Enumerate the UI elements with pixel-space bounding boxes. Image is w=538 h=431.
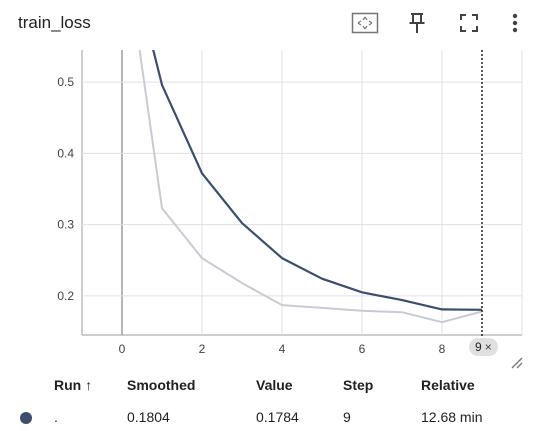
pin-icon xyxy=(409,13,425,33)
loss-chart[interactable]: 0 2 4 6 8 0.2 0.3 0.4 0.5 xyxy=(0,40,538,360)
x-tick-label: 6 xyxy=(359,342,366,356)
legend-swatch-cell xyxy=(20,406,54,428)
legend-header-value[interactable]: Value xyxy=(256,377,293,393)
pin-button[interactable] xyxy=(402,8,432,38)
card-title: train_loss xyxy=(18,13,91,32)
fullscreen-icon xyxy=(460,14,478,32)
more-vert-icon xyxy=(512,13,518,33)
legend-table: Run ↑ Smoothed Value Step Relative . 0.1… xyxy=(20,374,531,428)
chart-axes: 0 2 4 6 8 0.2 0.3 0.4 0.5 xyxy=(57,75,445,356)
legend-header-step[interactable]: Step xyxy=(343,377,374,393)
raw-series-line xyxy=(138,50,483,324)
smoothed-series-line xyxy=(152,50,483,311)
legend-header-run-label: Run xyxy=(54,377,82,393)
y-tick-label: 0.2 xyxy=(57,289,74,303)
legend-relative-time: 12.68 min xyxy=(421,409,483,425)
y-tick-label: 0.4 xyxy=(57,146,74,160)
legend-step-value: 9 xyxy=(343,409,351,425)
legend-header-relative[interactable]: Relative xyxy=(421,377,475,393)
legend-header-swatch xyxy=(20,374,54,406)
y-tick-label: 0.5 xyxy=(57,75,74,89)
step-badge-value: 9 xyxy=(475,340,482,354)
fit-domain-button[interactable] xyxy=(350,8,380,38)
legend-row: . 0.1804 0.1784 9 12.68 min xyxy=(20,406,531,428)
run-color-dot xyxy=(20,412,32,425)
fit-domain-icon xyxy=(351,12,379,34)
x-tick-label: 8 xyxy=(439,342,446,356)
legend-smoothed-value: 0.1804 xyxy=(127,409,170,425)
legend-header-row: Run ↑ Smoothed Value Step Relative xyxy=(20,374,531,406)
legend-run-name: . xyxy=(54,409,58,425)
y-tick-label: 0.3 xyxy=(57,218,74,232)
chart-grid xyxy=(81,50,523,336)
legend-header-smoothed[interactable]: Smoothed xyxy=(127,377,196,393)
legend-header-run[interactable]: Run ↑ xyxy=(54,374,127,406)
sort-ascending-icon: ↑ xyxy=(85,377,93,393)
x-tick-label: 2 xyxy=(199,342,206,356)
step-badge: 9 × xyxy=(469,338,498,356)
x-tick-label: 0 xyxy=(119,342,126,356)
chart-series xyxy=(138,50,483,324)
close-icon[interactable]: × xyxy=(484,340,492,354)
x-tick-label: 4 xyxy=(279,342,286,356)
more-options-button[interactable] xyxy=(500,8,530,38)
fullscreen-button[interactable] xyxy=(454,8,484,38)
legend-raw-value: 0.1784 xyxy=(256,409,299,425)
resize-handle-icon[interactable] xyxy=(510,356,524,370)
